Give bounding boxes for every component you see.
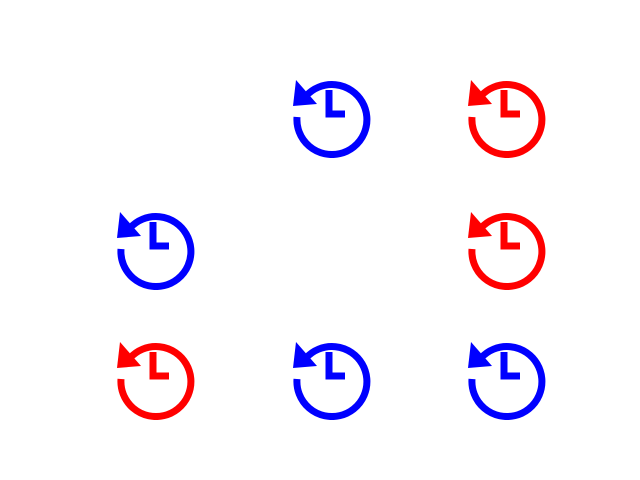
history-icon: [107, 324, 203, 420]
history-icon: [283, 62, 379, 158]
history-icon: [458, 194, 554, 290]
history-icon: [458, 62, 554, 158]
history-icon: [283, 324, 379, 420]
history-icon: [107, 194, 203, 290]
history-icon: [458, 324, 554, 420]
